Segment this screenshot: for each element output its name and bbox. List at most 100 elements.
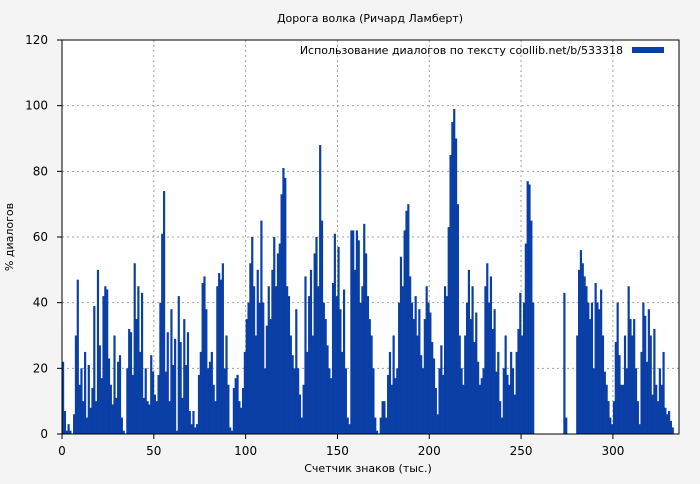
bar — [374, 417, 377, 434]
bar — [436, 414, 439, 434]
bar — [465, 302, 469, 434]
bar — [214, 401, 217, 434]
bar — [524, 243, 527, 434]
bar — [644, 315, 647, 434]
bar — [142, 397, 145, 434]
bar — [243, 351, 246, 434]
bar — [403, 230, 406, 434]
bar — [260, 220, 263, 434]
bar — [443, 286, 447, 434]
bar — [219, 279, 223, 434]
bar — [618, 355, 621, 434]
bar — [499, 401, 502, 434]
bar — [355, 230, 358, 434]
bar — [462, 384, 465, 434]
bar — [139, 351, 142, 434]
x-tick-label: 100 — [234, 444, 257, 458]
bar — [366, 296, 370, 434]
bar — [464, 335, 467, 434]
bar — [175, 430, 179, 434]
x-tick-label: 250 — [510, 444, 533, 458]
bar — [381, 401, 384, 434]
bar — [447, 227, 450, 434]
bar — [317, 286, 320, 434]
bar — [398, 302, 401, 434]
bar — [423, 319, 426, 434]
bar — [190, 424, 193, 434]
bar — [620, 384, 623, 434]
bar — [322, 302, 325, 434]
bar — [614, 342, 617, 434]
bar — [73, 414, 76, 434]
bar — [645, 361, 649, 434]
bar — [159, 302, 162, 434]
bar — [521, 335, 524, 434]
bar — [295, 309, 298, 434]
x-tick-label: 0 — [58, 444, 66, 458]
bar — [576, 335, 579, 434]
bar — [74, 335, 78, 434]
bar — [140, 292, 144, 434]
bar — [304, 276, 307, 434]
bar — [598, 309, 601, 434]
bar — [258, 302, 261, 434]
bar — [100, 378, 103, 434]
ticks-layer: 0 20 40 60 80 100 120 0 50 100 150 200 250 300 — [25, 33, 624, 458]
bar — [500, 417, 504, 434]
bar — [109, 384, 112, 434]
bar — [247, 302, 250, 434]
bar — [370, 335, 373, 434]
bar — [153, 394, 157, 434]
bar — [278, 243, 281, 434]
bar — [662, 351, 665, 434]
bar — [98, 345, 101, 434]
bar — [232, 388, 235, 434]
bar — [319, 145, 322, 435]
bar — [218, 273, 221, 434]
bar — [563, 292, 566, 434]
bar — [458, 335, 461, 434]
bar — [364, 253, 368, 434]
bar — [252, 286, 256, 434]
y-tick-label: 20 — [33, 361, 48, 375]
bar — [84, 351, 87, 434]
bar — [660, 384, 663, 434]
bar — [603, 371, 606, 434]
bar — [451, 122, 454, 434]
bar — [565, 417, 568, 434]
bar — [166, 332, 169, 434]
bar — [106, 289, 109, 434]
bar — [135, 319, 138, 434]
bar — [348, 424, 351, 434]
legend-label: Использование диалогов по тексту coollib… — [300, 44, 623, 57]
bar — [254, 335, 257, 434]
bar — [656, 401, 660, 434]
bar — [445, 296, 448, 434]
bar — [251, 237, 254, 434]
bar — [352, 230, 355, 434]
bar — [477, 361, 480, 434]
bar — [122, 430, 125, 434]
bar — [497, 351, 500, 434]
bar — [649, 335, 652, 434]
bar — [302, 384, 305, 434]
bar — [664, 407, 667, 434]
bar — [421, 368, 425, 434]
bar — [240, 407, 243, 434]
bar — [311, 335, 314, 434]
bar — [460, 368, 463, 434]
bar — [284, 177, 287, 434]
bar — [236, 374, 239, 434]
bar — [596, 302, 599, 434]
bar — [519, 292, 522, 434]
bar — [440, 345, 443, 434]
bar — [420, 355, 423, 434]
bar — [309, 269, 313, 434]
bar — [631, 335, 634, 434]
bar — [350, 230, 353, 434]
bar — [76, 279, 79, 434]
bar — [157, 374, 160, 434]
bar — [502, 368, 505, 434]
bar — [234, 378, 237, 434]
bar — [578, 269, 581, 434]
